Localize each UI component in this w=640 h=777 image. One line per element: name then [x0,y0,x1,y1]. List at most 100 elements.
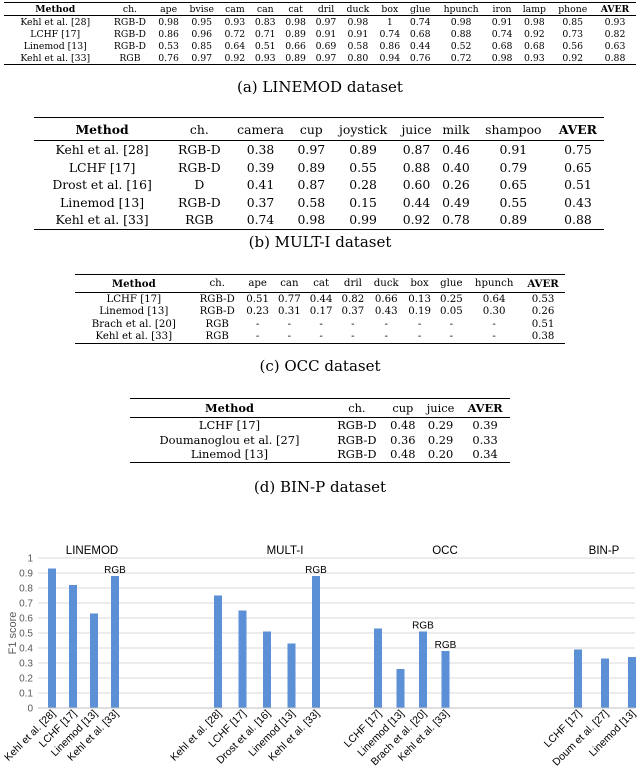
column-header: juice [420,398,461,418]
column-header: can [273,274,306,293]
column-header: phone [551,2,595,16]
table-cell: 0.51 [564,177,592,193]
table-cell: 0.53 [158,40,179,52]
bar [90,613,98,708]
y-tick-label: 1 [27,554,33,565]
bar [69,585,77,708]
table-cell: D [194,177,205,193]
table-cell: 0.38 [246,142,275,158]
table-row: Linemod [13] RGB-D 0.53 0.85 0.64 0.51 0.66 0.6… [4,40,636,52]
table-cell: 0.31 [278,306,301,318]
bar-annotation: RGB [412,621,434,632]
table-cell: 0.66 [374,293,398,305]
table-row: Kehl et al. [33] RGB 0.76 0.97 0.92 0.93 0.89 0… [4,52,636,65]
column-header: can [250,2,281,16]
table-cell: RGB-D [199,293,235,305]
table-cell: Kehl et al. [33] [20,52,91,64]
table-cell: 0.20 [427,447,454,462]
table-row: LCHF [17] RGB-D 0.48 0.29 0.39 [130,418,510,433]
column-header: cat [280,2,311,16]
table-cell: 0.89 [297,159,326,175]
table-cell: 0.72 [450,52,472,64]
table-cell: 0.73 [562,28,584,40]
table-cell: - [384,318,388,330]
table-cell: 0.13 [408,293,431,305]
bar [48,568,56,708]
table-cell: 0.98 [297,212,326,228]
bar [574,649,582,708]
table-cell: 0.71 [254,28,276,40]
column-header: hpunch [467,274,522,293]
table-cell: LCHF [17] [198,418,261,433]
table-cell: 0.44 [409,40,431,52]
table-cell: 0.55 [349,159,377,175]
table-cell: 0.23 [246,306,269,318]
column-header: joystick [330,117,396,141]
table-cell: LCHF [17] [106,293,162,305]
table-cell: RGB-D [199,306,235,318]
table-cell: 0.74 [246,212,275,228]
table-bin-p: Method ch. cup juice AVER LCHF [17] RGB-D 0.48 0… [130,398,510,463]
y-tick-label: 0.6 [19,614,33,625]
table-cell: RGB-D [177,194,221,210]
y-tick-label: 0.7 [19,599,33,610]
table-cell: 0.93 [604,16,626,28]
bar-annotation: RGB [305,565,327,576]
table-cell: 1 [386,16,393,28]
table-cell: 0.99 [349,212,377,228]
table-cell: 0.98 [523,16,545,28]
table-cell: 0.79 [499,159,528,175]
table-cell: - [287,318,292,330]
table-row: Kehl et al. [33] RGB 0.74 0.98 0.99 0.92 0.78 0… [34,211,604,229]
table-cell: 0.68 [409,28,431,40]
table-cell: Linemod [13] [190,447,269,462]
y-tick-label: 0.3 [19,659,33,670]
table-cell: 0.58 [347,40,369,52]
table-cell: 0.85 [191,40,213,52]
bar [111,576,119,708]
y-tick-label: 0.8 [19,584,33,595]
table-cell: 0.80 [347,52,369,64]
table-cell: 0.95 [191,16,213,28]
table-cell: - [417,331,422,343]
column-header: AVER [460,398,510,418]
table-cell: Doumanoglou et al. [27] [159,432,300,447]
table-cell: Linemod [13] [23,40,87,52]
table-cell: 0.78 [442,212,470,228]
table-cell: 0.92 [224,52,246,64]
table-cell: 0.40 [442,159,470,175]
column-header: hpunch [435,2,487,16]
bar [419,631,427,708]
table-row: Linemod [13] RGB-D 0.48 0.20 0.34 [130,447,510,462]
table-cell: Kehl et al. [28] [55,142,149,158]
table-row: Kehl et al. [28] RGB-D 0.98 0.95 0.93 0.83 0.9… [4,16,636,29]
table-cell: 0.65 [564,159,592,175]
table-cell: 0.36 [390,432,416,447]
bar [287,643,296,708]
table-cell: 0.44 [402,194,431,210]
table-cell: 0.91 [347,28,369,40]
table-cell: 0.88 [402,159,431,175]
column-header: cup [384,398,421,418]
table-cell: 0.51 [246,293,269,305]
table-cell: 0.43 [564,194,592,210]
column-header: cat [305,274,338,293]
table-cell: RGB [119,52,141,64]
table-cell: - [449,331,454,343]
table-cell: 0.29 [427,418,454,433]
table-occ: Method ch. ape can cat dril duck box glue hpunch A… [75,274,565,344]
column-header: ch. [192,274,242,293]
group-label: BIN-P [589,545,620,557]
caption-bin-p: (d) BIN-P dataset [253,478,387,496]
table-cell: 0.97 [297,142,326,158]
table-cell: 0.88 [564,212,592,228]
column-header: box [403,274,436,293]
table-row: LCHF [17] RGB-D 0.86 0.96 0.72 0.71 0.89 0.91 0.… [4,28,636,40]
table-cell: 0.82 [341,293,365,305]
table-cell: RGB-D [337,418,377,433]
table-cell: 0.39 [246,159,275,175]
table-cell: 0.37 [341,306,365,318]
table-cell: 0.34 [472,447,498,462]
table-cell: 0.63 [604,40,626,52]
